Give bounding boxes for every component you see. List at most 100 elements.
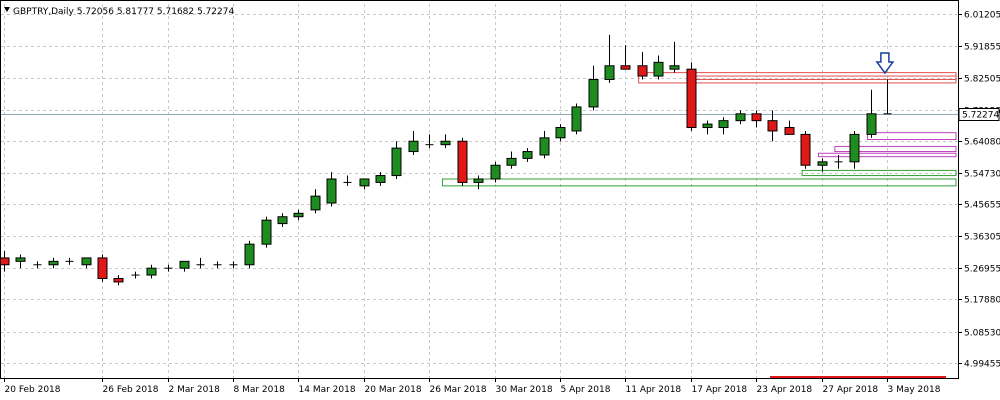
candle-body-bull: [735, 113, 746, 122]
candle-body-bull: [555, 127, 566, 139]
candle-body-bull: [391, 147, 402, 177]
last-price-tag: 5.72274: [958, 108, 1000, 121]
candle: [213, 261, 222, 269]
overlay-layer: 5.72274 GBPTRY,Daily 5.72056 5.81777 5.71…: [4, 7, 1000, 378]
candle: [506, 151, 517, 169]
candle-body-bull: [179, 260, 190, 269]
candle: [359, 178, 370, 190]
candle: [375, 172, 386, 186]
candle: [131, 271, 140, 279]
candle-body-bull: [588, 78, 599, 108]
candle: [0, 251, 10, 272]
y-tick-label: 5.26955: [964, 265, 1000, 275]
candle-body-bear: [767, 120, 778, 132]
x-tick-label: 30 Mar 2018: [496, 385, 553, 395]
candle: [604, 34, 615, 83]
candle: [164, 264, 173, 272]
candle: [784, 120, 795, 135]
candle: [735, 110, 746, 125]
candle: [196, 257, 205, 269]
candle-body-bull: [293, 212, 304, 218]
candle: [588, 65, 599, 111]
candle-body-bull: [490, 164, 501, 180]
candle: [33, 261, 42, 269]
y-tick-label: 5.08530: [964, 329, 1000, 339]
y-tick-label: 5.36305: [964, 233, 1000, 243]
plot-frame: [0, 0, 959, 379]
y-tick-label: 6.01205: [964, 11, 1000, 21]
candle-body-bull: [310, 195, 321, 211]
candle: [244, 240, 255, 269]
x-tick-label: 11 Apr 2018: [626, 385, 682, 395]
down-arrow-icon: [875, 52, 895, 75]
candle: [653, 55, 664, 80]
title-caret-icon: [4, 7, 10, 12]
candle: [522, 148, 533, 162]
y-tick-label: 5.82505: [964, 75, 1000, 85]
candle-body-bull: [571, 106, 582, 132]
candle-body-bull: [15, 257, 26, 262]
candle-body-bull: [653, 61, 664, 77]
candle-body-bull: [866, 113, 877, 135]
candle-body-bull: [359, 178, 370, 187]
zone-magenta: [818, 152, 957, 158]
chart-title: GBPTRY,Daily 5.72056 5.81777 5.71682 5.7…: [13, 7, 234, 17]
candle-body-bull: [718, 120, 729, 129]
candle-body-bull: [261, 219, 272, 245]
candle: [326, 172, 337, 207]
candle: [490, 161, 501, 183]
candle: [817, 158, 828, 173]
candle-body-bull: [326, 178, 337, 204]
candle: [849, 130, 860, 169]
candle-body-bull: [817, 161, 828, 166]
candle: [179, 260, 190, 272]
candle: [702, 120, 713, 135]
candle-body-bear: [784, 127, 795, 135]
candle-body-bull: [244, 243, 255, 266]
candle: [866, 89, 877, 138]
candle: [800, 130, 811, 169]
x-tick-label: 20 Feb 2018: [5, 385, 61, 395]
candle: [425, 134, 434, 149]
x-tick-label: 2 Mar 2018: [169, 385, 221, 395]
candle: [473, 175, 484, 190]
candle-body-bear: [751, 113, 762, 122]
candle: [751, 110, 762, 128]
last-price-label: 5.72274: [962, 111, 999, 121]
zone-green: [801, 169, 957, 177]
zone-red: [638, 72, 957, 84]
candle: [686, 62, 697, 131]
candle-body-bull: [506, 157, 517, 166]
x-tick-label: 23 Apr 2018: [757, 385, 813, 395]
candle: [539, 130, 550, 159]
candle: [261, 216, 272, 248]
candle-body-bull: [539, 137, 550, 156]
candle: [65, 257, 74, 265]
candle: [310, 189, 321, 214]
candles-layer: [0, 34, 892, 286]
candle-body-bull: [277, 216, 288, 225]
candle: [620, 45, 631, 70]
candle-body-bull: [604, 65, 615, 80]
candle-body-bull: [48, 260, 59, 266]
last-price-box: [958, 108, 1000, 121]
candle-body-bear: [800, 133, 811, 166]
candle: [343, 175, 352, 186]
candle: [669, 41, 680, 73]
grid-layer: [1, 4, 958, 378]
x-tick-label: 14 Mar 2018: [299, 385, 356, 395]
candle-body-bear: [620, 65, 631, 70]
x-tick-label: 26 Mar 2018: [430, 385, 487, 395]
candle: [718, 117, 729, 135]
candle: [408, 130, 419, 155]
candle: [440, 134, 451, 149]
candle: [767, 110, 778, 142]
x-tick-label: 17 Apr 2018: [692, 385, 748, 395]
y-tick-label: 5.45655: [964, 201, 1000, 211]
candle-body-bull: [375, 175, 386, 183]
y-tick-label: 5.54730: [964, 170, 1000, 180]
candle-body-bull: [146, 267, 157, 276]
candle-body-bull: [81, 257, 92, 266]
x-tick-label: 5 Apr 2018: [561, 385, 611, 395]
